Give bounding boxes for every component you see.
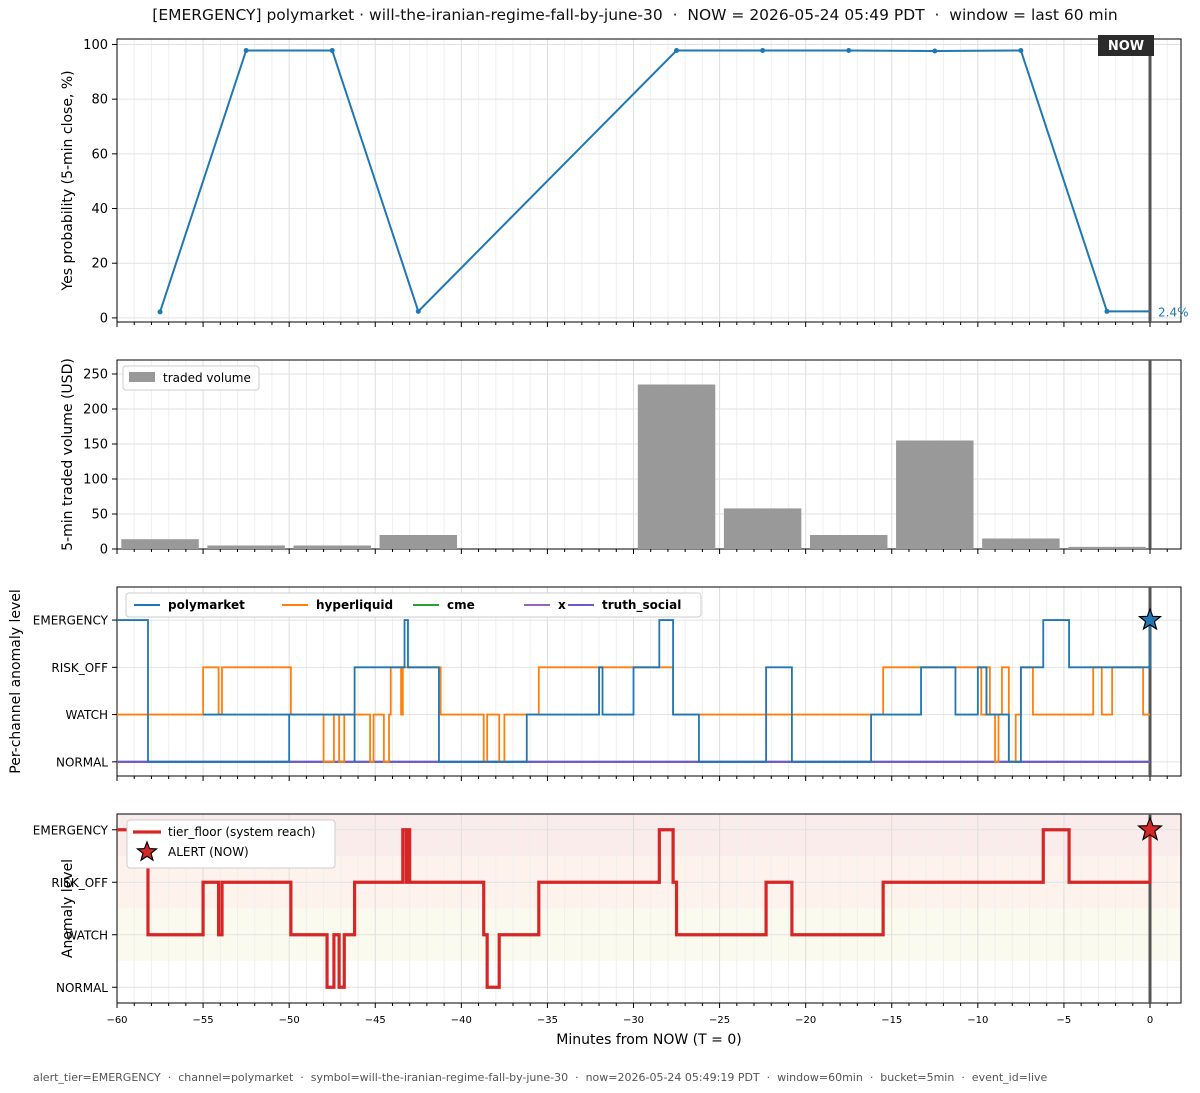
volume-bar [293,545,371,549]
volume-bar [982,538,1060,549]
y-tick-label: 20 [91,257,108,272]
panel-2: 0 50 100 150 200 250 5-min traded volume (USD)… [60,358,1182,558]
y-tick-label: 80 [91,93,108,108]
volume-bar [379,535,458,549]
probability-point [243,47,249,53]
y-tick-label: 250 [83,368,108,383]
legend-label: ALERT (NOW) [168,845,249,859]
volume-bar [809,535,888,549]
panel-3: NORMAL WATCH RISK_OFF EMERGENCY Per-channel … [8,586,1182,781]
panel-4: NORMAL WATCH RISK_OFF EMERGENCY Anomaly leve… [33,813,1182,1048]
tier-legend: tier_floor (system reach) ALERT (NOW) [126,819,336,869]
series-polymarket [117,619,1151,763]
legend-label: traded volume [163,371,251,385]
now-badge [1098,35,1155,56]
y-tick-label: 50 [91,508,108,523]
volume-bar [1068,546,1146,549]
y-tick-label: 150 [83,438,108,453]
y-axis-label: 5-min traded volume (USD) [60,358,76,551]
x-tick-label: −60 [106,1015,127,1026]
y-tick-label: WATCH [65,708,108,722]
y-tick-label: 0 [100,543,108,558]
probability-point [329,47,335,53]
legend-label: x [558,598,566,612]
last-value-label: 2.4% [1158,305,1189,319]
series-hyperliquid [117,666,1151,763]
y-tick-label: EMERGENCY [33,614,109,628]
y-axis-label: Anomaly level [60,859,76,958]
y-tick-label: 40 [91,202,108,217]
panel-frame [116,586,1182,777]
alert-star-icon [1136,816,1164,841]
volume-bar [121,539,199,549]
x-tick-label: 0 [1147,1015,1153,1026]
y-axis-label: Yes probability (5-min close, %) [60,70,76,291]
tier-floor-line [117,828,1152,989]
legend-swatch [129,372,155,382]
x-tick-label: −30 [623,1015,644,1026]
footer-metadata: alert_tier=EMERGENCY · channel=polymarke… [33,1071,1048,1084]
legend-label: truth_social [602,598,681,613]
legend-label: polymarket [168,598,245,612]
x-tick-label: −45 [365,1015,386,1026]
legend-box [126,819,336,869]
y-tick-label: 100 [83,473,108,488]
alert-star-icon [1137,607,1163,631]
volume-bar [207,545,285,549]
y-tick-label: 100 [83,38,108,53]
x-tick-label: −40 [451,1015,472,1026]
probability-point [1104,308,1110,314]
probability-point [1018,47,1024,53]
y-tick-label: EMERGENCY [33,823,109,837]
legend-label: cme [447,598,475,612]
legend-label: hyperliquid [316,598,393,612]
volume-bar [896,440,974,549]
panel-1: 0 20 40 60 80 100 Yes probability (5-min close… [60,35,1189,327]
y-tick-label: RISK_OFF [51,876,108,890]
probability-point [157,309,163,315]
chart-title: [EMERGENCY] polymarket · will-the-irania… [152,6,1118,24]
legend-box [122,365,260,391]
now-badge-label: NOW [1108,39,1144,54]
volume-legend: traded volume [122,365,260,391]
y-tick-label: NORMAL [56,981,108,995]
x-tick-label: −55 [193,1015,214,1026]
volume-bar [637,384,716,549]
probability-point [760,47,766,53]
y-tick-label: RISK_OFF [51,661,108,675]
y-tick-label: NORMAL [56,755,108,769]
legend-label: tier_floor (system reach) [168,825,316,839]
probability-line [159,49,1151,314]
x-axis-label: Minutes from NOW (T = 0) [556,1032,741,1048]
y-tick-label: 0 [100,311,108,326]
y-axis-label: Per-channel anomaly level [8,589,24,773]
x-tick-label: −20 [795,1015,816,1026]
x-tick-label: −50 [279,1015,300,1026]
x-tick-label: −5 [1057,1015,1072,1026]
y-tick-label: 200 [83,403,108,418]
probability-point [415,308,421,314]
legend-star-icon [135,840,159,862]
probability-point [932,48,938,54]
probability-point [674,47,680,53]
panel-frame [116,38,1182,323]
x-tick-label: −35 [537,1015,558,1026]
y-tick-label: WATCH [65,928,108,942]
x-tick-label: −25 [709,1015,730,1026]
volume-bar [723,508,802,549]
panel-frame [116,813,1182,1004]
x-tick-label: −15 [881,1015,902,1026]
x-tick-label: −10 [967,1015,988,1026]
y-tick-label: 60 [91,147,108,162]
probability-point [846,47,852,53]
channel-legend: polymarket hyperliquid cme x truth_social [125,592,702,618]
